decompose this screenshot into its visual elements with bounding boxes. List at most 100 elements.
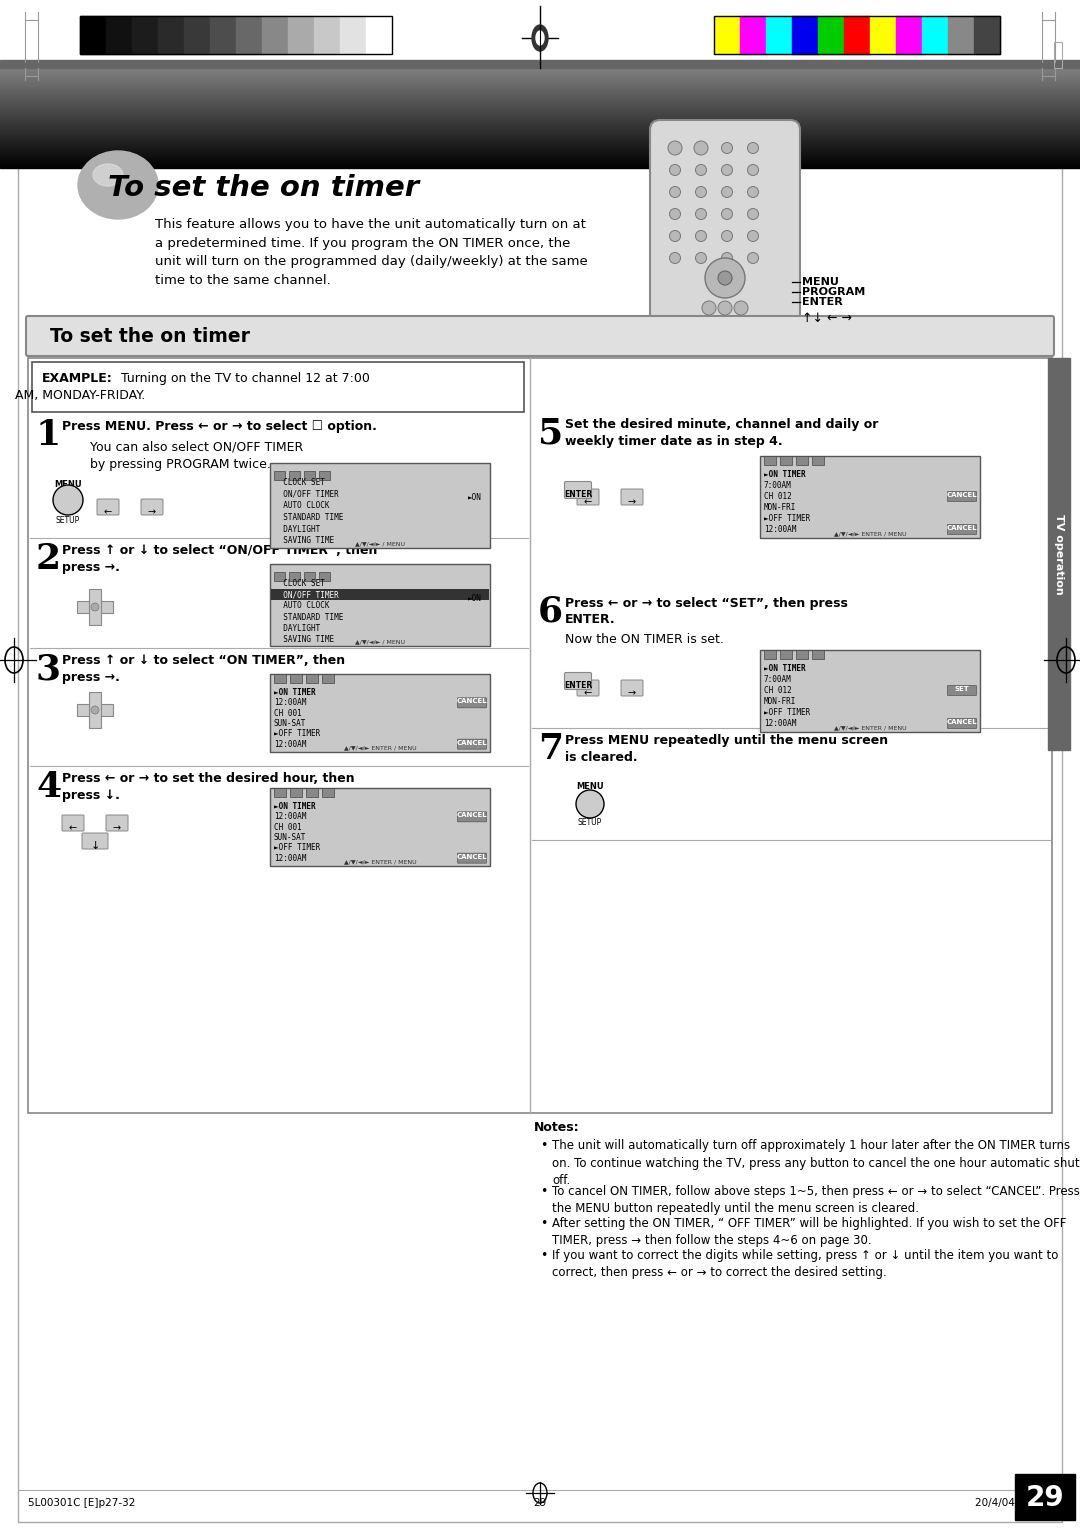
Text: ←: ← — [584, 497, 592, 507]
Text: MENU: MENU — [577, 782, 604, 792]
Text: 20/4/04, 16:13: 20/4/04, 16:13 — [975, 1497, 1052, 1508]
Bar — [288, 15, 314, 53]
Bar — [796, 455, 808, 465]
Text: Press ↑ or ↓ to select “ON/OFF TIMER”, then
press →.: Press ↑ or ↓ to select “ON/OFF TIMER”, t… — [62, 544, 377, 575]
Circle shape — [702, 301, 716, 315]
Circle shape — [721, 165, 732, 176]
Text: 3: 3 — [36, 652, 62, 686]
Text: ►OFF TIMER: ►OFF TIMER — [274, 729, 321, 738]
Text: CANCEL: CANCEL — [947, 526, 977, 532]
Text: ►ON TIMER: ►ON TIMER — [274, 802, 315, 811]
Text: CLOCK SET: CLOCK SET — [274, 478, 325, 487]
Text: CANCEL: CANCEL — [947, 492, 977, 498]
Text: ENTER: ENTER — [564, 490, 592, 500]
Text: 29: 29 — [1026, 1484, 1064, 1513]
Bar — [289, 471, 300, 480]
Text: ►ON TIMER: ►ON TIMER — [764, 665, 806, 672]
Text: ↓: ↓ — [91, 840, 99, 851]
Bar — [80, 15, 106, 53]
Bar — [818, 15, 843, 53]
Text: STANDARD TIME: STANDARD TIME — [274, 613, 343, 622]
Text: ←: ← — [104, 507, 112, 516]
Circle shape — [696, 208, 706, 220]
Text: →: → — [148, 507, 157, 516]
Bar — [270, 564, 490, 646]
Bar — [760, 455, 980, 538]
Circle shape — [747, 252, 758, 263]
Text: 7:00AM: 7:00AM — [764, 481, 792, 490]
Ellipse shape — [78, 151, 158, 219]
Circle shape — [696, 252, 706, 263]
Text: ▲/▼/◄/► ENTER / MENU: ▲/▼/◄/► ENTER / MENU — [343, 859, 416, 863]
Text: 5: 5 — [538, 416, 564, 451]
Circle shape — [721, 186, 732, 197]
Bar — [340, 15, 366, 53]
Text: 4: 4 — [36, 770, 62, 804]
Circle shape — [696, 186, 706, 197]
Text: CANCEL: CANCEL — [457, 813, 487, 819]
Text: 12:00AM: 12:00AM — [764, 720, 796, 727]
FancyBboxPatch shape — [947, 718, 976, 729]
Text: ENTER: ENTER — [564, 681, 592, 691]
Text: •: • — [540, 1184, 548, 1198]
Bar — [270, 674, 490, 752]
Circle shape — [718, 301, 732, 315]
Text: SAVING TIME: SAVING TIME — [274, 634, 334, 643]
Text: ►ON TIMER: ►ON TIMER — [764, 471, 806, 478]
Text: Press MENU repeatedly until the menu screen
is cleared.: Press MENU repeatedly until the menu scr… — [565, 733, 888, 764]
Text: ►OFF TIMER: ►OFF TIMER — [764, 513, 810, 523]
Text: Notes:: Notes: — [534, 1122, 580, 1134]
FancyBboxPatch shape — [458, 740, 486, 749]
Text: SAVING TIME: SAVING TIME — [274, 536, 334, 545]
Bar — [780, 649, 792, 659]
Text: •: • — [540, 1248, 548, 1262]
Bar — [974, 15, 1000, 53]
Circle shape — [694, 141, 708, 154]
Bar — [270, 788, 490, 866]
Ellipse shape — [93, 163, 123, 186]
Circle shape — [670, 252, 680, 263]
Bar — [780, 455, 792, 465]
Text: CANCEL: CANCEL — [947, 720, 977, 724]
Circle shape — [670, 186, 680, 197]
Text: PROGRAM: PROGRAM — [802, 287, 865, 296]
Bar — [306, 788, 318, 798]
Ellipse shape — [532, 24, 548, 50]
FancyBboxPatch shape — [947, 492, 976, 501]
Text: DAYLIGHT: DAYLIGHT — [274, 524, 321, 533]
Text: To set the on timer: To set the on timer — [108, 174, 419, 202]
Text: To set the on timer: To set the on timer — [50, 327, 249, 345]
Circle shape — [721, 208, 732, 220]
Bar — [0, 60, 1080, 69]
Bar — [322, 788, 334, 798]
Text: STANDARD TIME: STANDARD TIME — [274, 513, 343, 523]
Bar — [843, 15, 870, 53]
FancyBboxPatch shape — [577, 680, 599, 695]
Bar — [764, 649, 777, 659]
Text: ▲/▼/◄/► ENTER / MENU: ▲/▼/◄/► ENTER / MENU — [834, 532, 906, 536]
Text: MON-FRI: MON-FRI — [764, 503, 796, 512]
Bar — [0, 0, 1080, 69]
Bar — [237, 15, 262, 53]
Bar — [766, 15, 792, 53]
Text: 7:00AM: 7:00AM — [764, 675, 792, 685]
Text: After setting the ON TIMER, “ OFF TIMER” will be highlighted. If you wish to set: After setting the ON TIMER, “ OFF TIMER”… — [552, 1216, 1066, 1247]
Text: 12:00AM: 12:00AM — [274, 854, 307, 863]
Text: DAYLIGHT: DAYLIGHT — [274, 623, 321, 633]
Text: ▲/▼/◄/► / MENU: ▲/▼/◄/► / MENU — [355, 639, 405, 643]
Text: 7: 7 — [538, 732, 563, 766]
Bar — [262, 15, 288, 53]
Text: ←: ← — [584, 688, 592, 698]
Bar — [1054, 41, 1062, 69]
Text: CH 001: CH 001 — [274, 822, 301, 831]
Text: ▲/▼/◄/► ENTER / MENU: ▲/▼/◄/► ENTER / MENU — [343, 746, 416, 750]
Circle shape — [747, 231, 758, 241]
FancyBboxPatch shape — [82, 833, 108, 850]
FancyBboxPatch shape — [62, 814, 84, 831]
FancyBboxPatch shape — [565, 672, 592, 689]
Bar — [106, 15, 132, 53]
Circle shape — [696, 231, 706, 241]
Bar — [792, 15, 818, 53]
Circle shape — [670, 165, 680, 176]
Text: ←: ← — [69, 824, 77, 833]
